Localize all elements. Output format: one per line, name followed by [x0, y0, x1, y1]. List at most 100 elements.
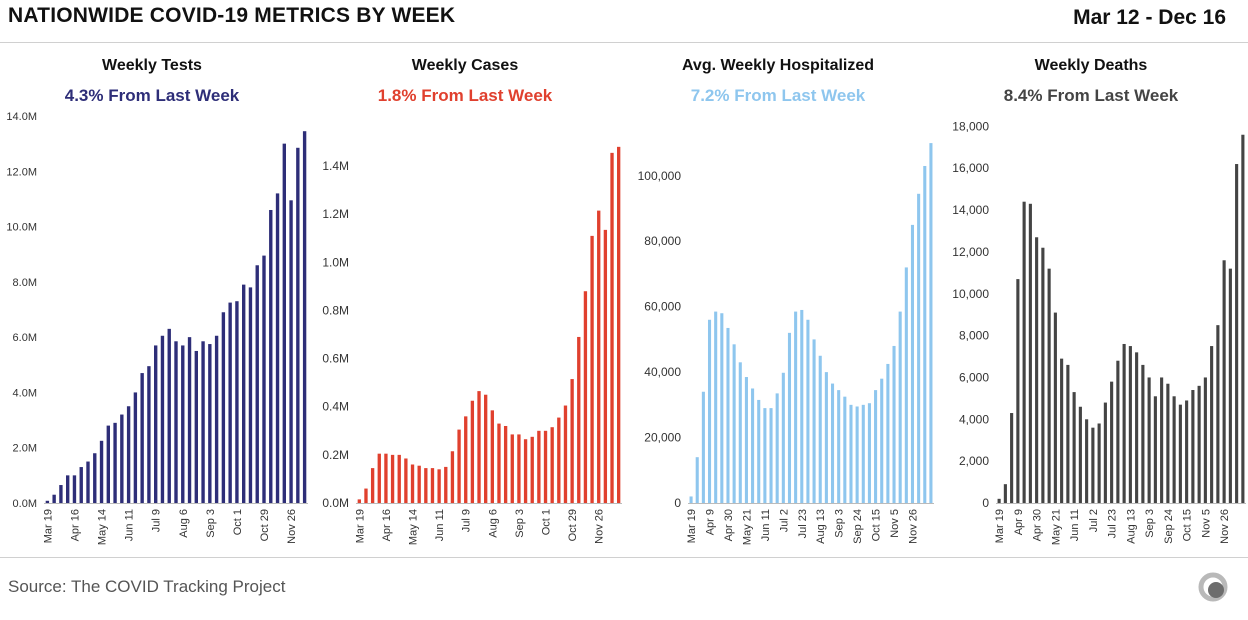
- y-tick-label: 8,000: [959, 329, 989, 343]
- bar: [221, 312, 226, 503]
- bar: [106, 425, 110, 503]
- x-tick-label: Jul 2: [1088, 509, 1100, 532]
- bar: [384, 453, 388, 503]
- x-tick-label: Oct 1: [232, 509, 244, 535]
- bar: [377, 453, 381, 503]
- bar: [45, 500, 50, 503]
- y-tick-label: 0.0M: [322, 496, 349, 510]
- bar: [140, 373, 144, 503]
- x-tick-label: Jun 11: [1069, 509, 1081, 541]
- footer-divider: [0, 557, 1248, 558]
- bar: [617, 146, 621, 503]
- bar: [275, 193, 280, 503]
- bar: [997, 498, 1001, 503]
- bar: [52, 494, 56, 503]
- x-tick-label: Apr 30: [723, 509, 735, 541]
- chart-title: Weekly Tests: [102, 57, 202, 74]
- bar: [1191, 390, 1195, 503]
- bar: [1010, 413, 1014, 503]
- bar: [781, 372, 785, 503]
- bar: [1228, 268, 1232, 503]
- x-tick-label: May 21: [1050, 509, 1062, 545]
- bar: [800, 309, 804, 503]
- bar: [597, 210, 601, 503]
- bar: [757, 399, 761, 503]
- x-tick-label: Oct 1: [541, 509, 553, 535]
- bar: [1035, 237, 1039, 503]
- x-tick-label: Jul 23: [1107, 509, 1119, 538]
- bar: [689, 496, 693, 503]
- header-divider: [0, 42, 1248, 43]
- bar: [714, 311, 718, 503]
- bar: [557, 417, 561, 503]
- x-tick-label: Jun 11: [124, 509, 136, 541]
- bar: [1116, 360, 1120, 503]
- bar: [269, 209, 273, 504]
- bar: [1160, 377, 1164, 503]
- x-tick-label: Nov 26: [1219, 509, 1231, 544]
- bar: [732, 344, 736, 503]
- bar: [1128, 346, 1132, 503]
- bar: [1053, 312, 1057, 503]
- x-tick-label: Sep 3: [205, 509, 217, 538]
- bar: [892, 345, 896, 503]
- chart-title: Weekly Cases: [412, 57, 519, 74]
- chart-avg-weekly-hospitalized: Avg. Weekly Hospitalized 7.2% From Last W…: [638, 57, 934, 545]
- bar: [147, 366, 151, 503]
- y-tick-label: 40,000: [644, 365, 681, 379]
- bar: [590, 235, 594, 503]
- y-tick-label: 8.0M: [13, 277, 37, 289]
- bar: [1172, 396, 1176, 503]
- chart-weekly-tests: Weekly Tests 4.3% From Last Week 0.0M 2.0M 4…: [6, 57, 308, 545]
- bar: [457, 429, 461, 503]
- bar: [484, 394, 488, 503]
- bar: [775, 393, 779, 503]
- bar: [364, 488, 368, 503]
- x-tick-label: Apr 16: [381, 509, 393, 541]
- y-tick-label: 0.6M: [322, 352, 349, 366]
- bar: [370, 468, 375, 503]
- bar: [751, 388, 755, 503]
- x-tick-label: Nov 5: [1200, 509, 1212, 538]
- bar: [1047, 268, 1051, 503]
- bar: [1066, 364, 1070, 503]
- bar: [1222, 260, 1226, 503]
- bar: [1178, 404, 1182, 503]
- bar: [543, 430, 548, 503]
- bar: [397, 454, 401, 503]
- bar: [59, 485, 63, 503]
- y-tick-label: 0: [982, 496, 989, 510]
- bar: [235, 301, 239, 503]
- bar: [1210, 346, 1214, 503]
- bar: [201, 341, 205, 503]
- bar: [242, 284, 246, 503]
- bar: [1166, 383, 1170, 503]
- bar: [886, 363, 890, 503]
- y-tick-label: 1.4M: [322, 159, 349, 173]
- bar: [510, 434, 514, 503]
- chart-title: Weekly Deaths: [1035, 57, 1148, 74]
- bar: [282, 143, 286, 503]
- bar: [563, 405, 568, 503]
- x-tick-label: Sep 24: [852, 509, 864, 544]
- page-title: NATIONWIDE COVID-19 METRICS BY WEEK: [8, 4, 456, 27]
- bar: [577, 336, 581, 503]
- bar: [830, 383, 835, 503]
- y-tick-label: 6.0M: [13, 332, 37, 344]
- x-tick-label: May 21: [741, 509, 753, 545]
- bar: [695, 457, 699, 503]
- y-tick-label: 80,000: [644, 234, 681, 248]
- bar: [812, 339, 816, 503]
- x-tick-label: Jun 11: [760, 509, 772, 541]
- bar: [1016, 279, 1020, 503]
- bar: [228, 302, 232, 503]
- bar: [849, 404, 853, 503]
- y-tick-label: 4,000: [959, 412, 989, 426]
- x-tick-label: Oct 29: [567, 509, 579, 541]
- bar: [904, 267, 908, 503]
- bar: [357, 499, 361, 503]
- covid-tracking-project-logo-icon: [1198, 572, 1228, 602]
- bar: [1091, 427, 1095, 503]
- bar: [72, 475, 77, 503]
- x-tick-label: Mar 19: [686, 509, 698, 543]
